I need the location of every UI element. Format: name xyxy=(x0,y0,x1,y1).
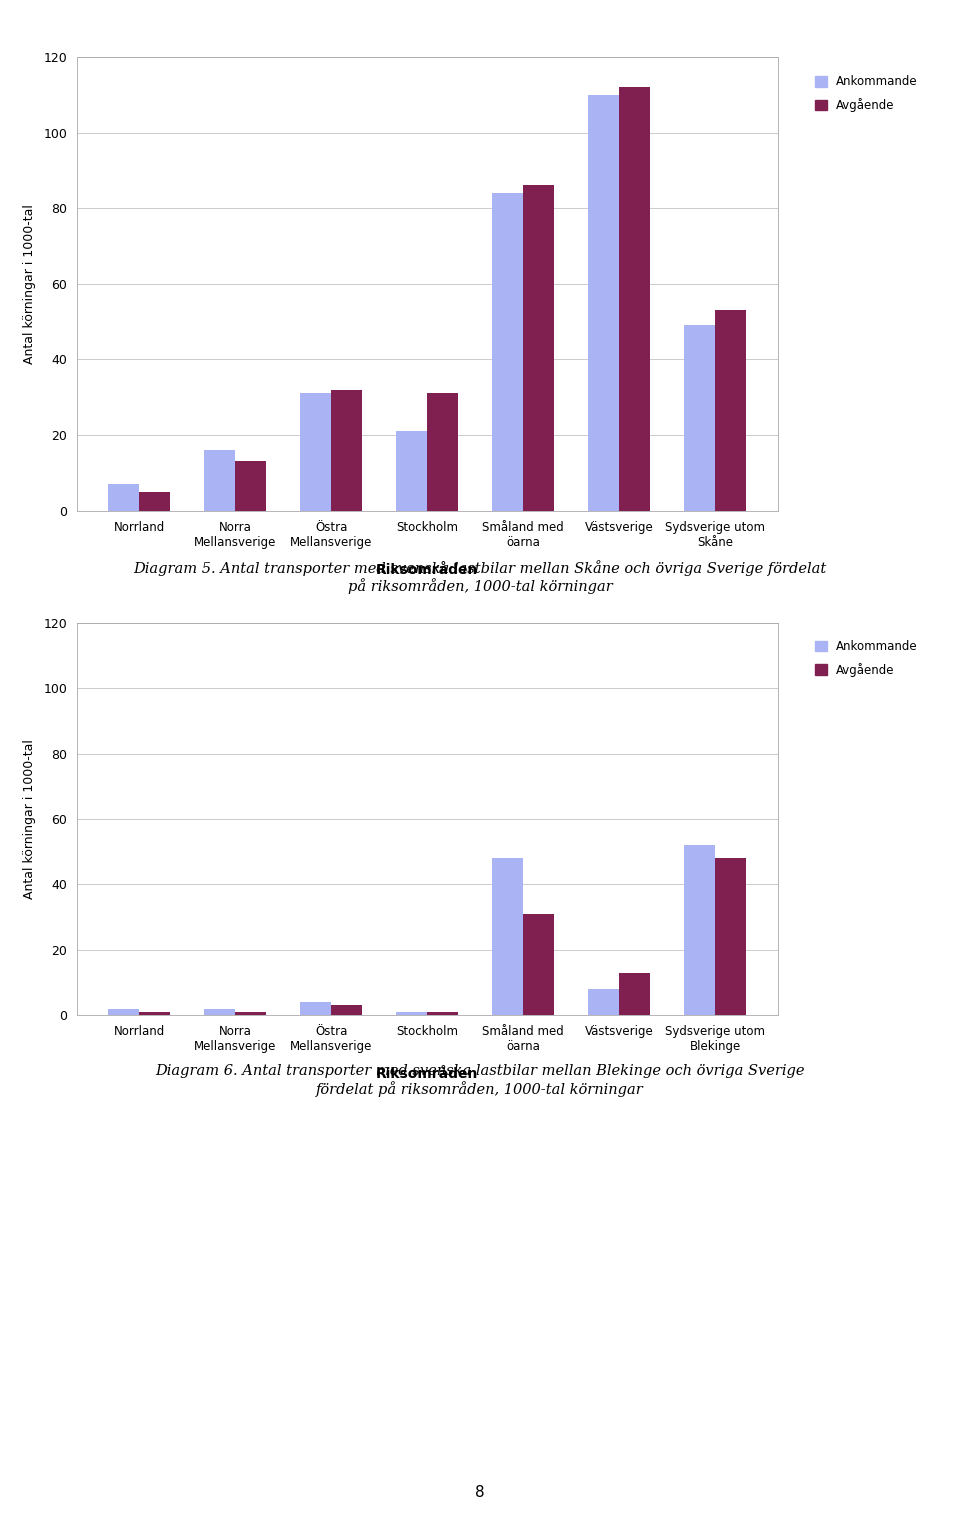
Bar xyxy=(331,1006,362,1015)
Bar xyxy=(715,311,746,511)
X-axis label: Riksområden: Riksområden xyxy=(376,563,478,577)
Bar xyxy=(427,1012,458,1015)
Bar xyxy=(588,989,619,1015)
Y-axis label: Antal körningar i 1000-tal: Antal körningar i 1000-tal xyxy=(23,740,36,898)
Bar xyxy=(204,451,235,511)
Bar xyxy=(108,1009,139,1015)
Text: Diagram 5. Antal transporter med svenska lastbilar mellan Skåne och övriga Sveri: Diagram 5. Antal transporter med svenska… xyxy=(133,560,827,594)
Legend: Ankommande, Avgående: Ankommande, Avgående xyxy=(811,72,922,115)
Bar xyxy=(523,186,554,511)
Bar xyxy=(139,1012,170,1015)
Bar xyxy=(331,389,362,511)
Bar xyxy=(492,192,523,511)
Y-axis label: Antal körningar i 1000-tal: Antal körningar i 1000-tal xyxy=(23,205,36,363)
Bar xyxy=(684,846,715,1015)
Bar xyxy=(684,326,715,511)
Bar xyxy=(715,858,746,1015)
X-axis label: Riksområden: Riksområden xyxy=(376,1067,478,1081)
Bar xyxy=(139,492,170,511)
Bar xyxy=(523,914,554,1015)
Bar xyxy=(204,1009,235,1015)
Bar xyxy=(396,1012,427,1015)
Bar xyxy=(619,972,650,1015)
Bar xyxy=(300,394,331,511)
Legend: Ankommande, Avgående: Ankommande, Avgående xyxy=(811,637,922,680)
Bar xyxy=(427,394,458,511)
Bar xyxy=(235,461,266,511)
Bar xyxy=(235,1012,266,1015)
Text: Diagram 6. Antal transporter med svenska lastbilar mellan Blekinge och övriga Sv: Diagram 6. Antal transporter med svenska… xyxy=(156,1064,804,1097)
Bar xyxy=(492,858,523,1015)
Bar xyxy=(396,431,427,511)
Bar xyxy=(619,88,650,511)
Bar xyxy=(300,1003,331,1015)
Bar xyxy=(588,95,619,511)
Text: 8: 8 xyxy=(475,1484,485,1500)
Bar xyxy=(108,484,139,511)
